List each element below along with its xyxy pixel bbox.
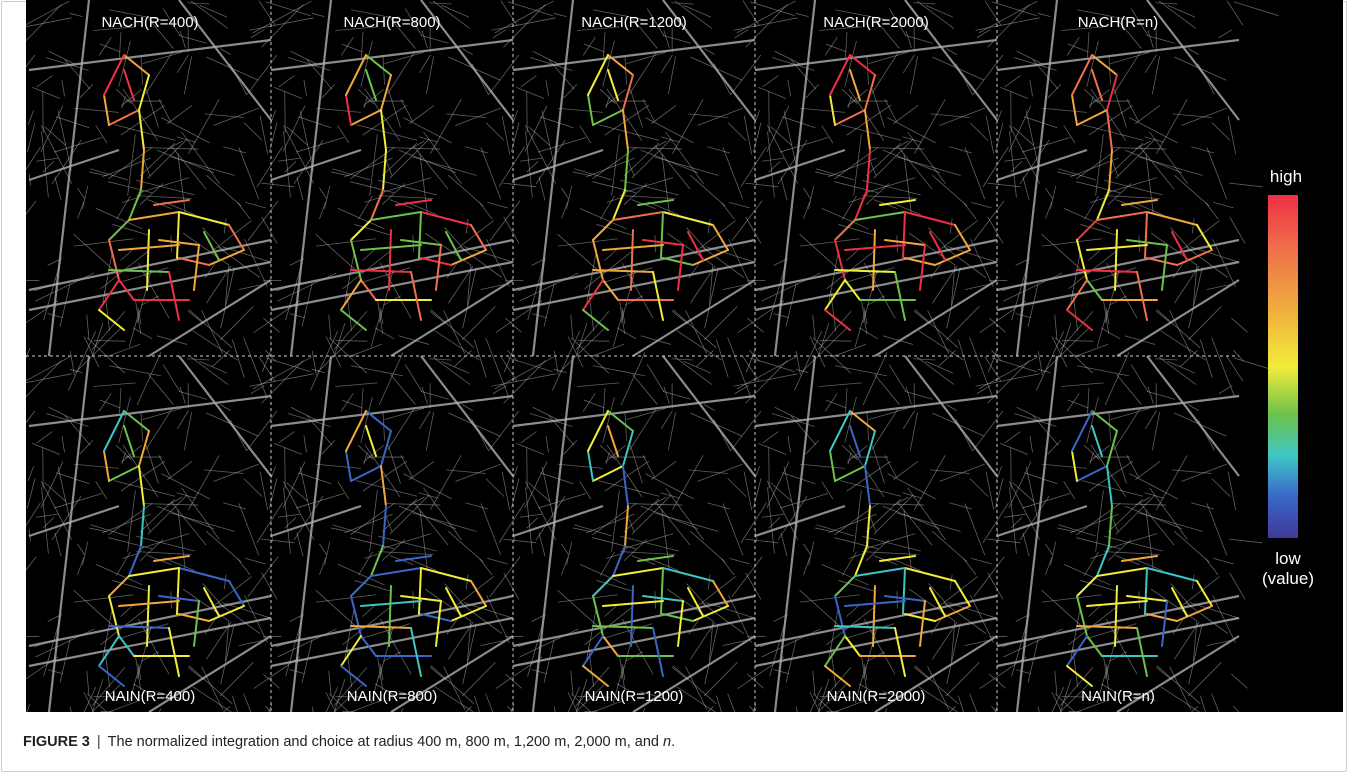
- map-panel: [488, 0, 795, 406]
- nain-panel-label: NAIN(R=1200): [585, 688, 684, 705]
- map-panel: [246, 355, 553, 712]
- map-panel: [972, 355, 1279, 712]
- caption-separator: |: [96, 734, 101, 750]
- nain-panel-label: NAIN(R=400): [105, 688, 195, 705]
- legend-low-text: low: [1275, 549, 1301, 568]
- legend-color-bar: [1268, 195, 1298, 538]
- caption-text: The normalized integration and choice at…: [107, 734, 664, 750]
- legend-low-label: low (value): [1248, 549, 1328, 589]
- caption-label: FIGURE 3: [23, 734, 90, 750]
- map-panel: [972, 0, 1279, 406]
- map-panel: [246, 0, 553, 406]
- nain-panel-label: NAIN(R=800): [347, 688, 437, 705]
- nain-panel-label: NAIN(R=2000): [827, 688, 926, 705]
- legend-low-suffix: (value): [1262, 569, 1314, 588]
- caption-italic: n: [663, 734, 672, 750]
- nach-panel-label: NACH(R=800): [343, 14, 440, 31]
- nach-panel-label: NACH(R=400): [101, 14, 198, 31]
- nach-panel-label: NACH(R=n): [1078, 14, 1158, 31]
- nach-panel-label: NACH(R=2000): [823, 14, 928, 31]
- nach-panel-label: NACH(R=1200): [581, 14, 686, 31]
- figure-caption: FIGURE 3 | The normalized integration and …: [23, 734, 675, 750]
- map-panel: [730, 0, 1037, 406]
- map-panel: [26, 0, 311, 406]
- legend-high-label: high: [1269, 167, 1303, 186]
- space-syntax-map-grid: NACH(R=400) NACH(R=800) NACH(R=1200) NACH(R…: [26, 0, 1279, 712]
- figure-image: NACH(R=400) NACH(R=800) NACH(R=1200) NACH(R…: [26, 0, 1343, 712]
- map-panel: [26, 355, 311, 712]
- nain-panel-label: NAIN(R=n): [1081, 688, 1155, 705]
- map-panel: [488, 355, 795, 712]
- caption-end: .: [671, 734, 676, 750]
- map-panel: [730, 355, 1037, 712]
